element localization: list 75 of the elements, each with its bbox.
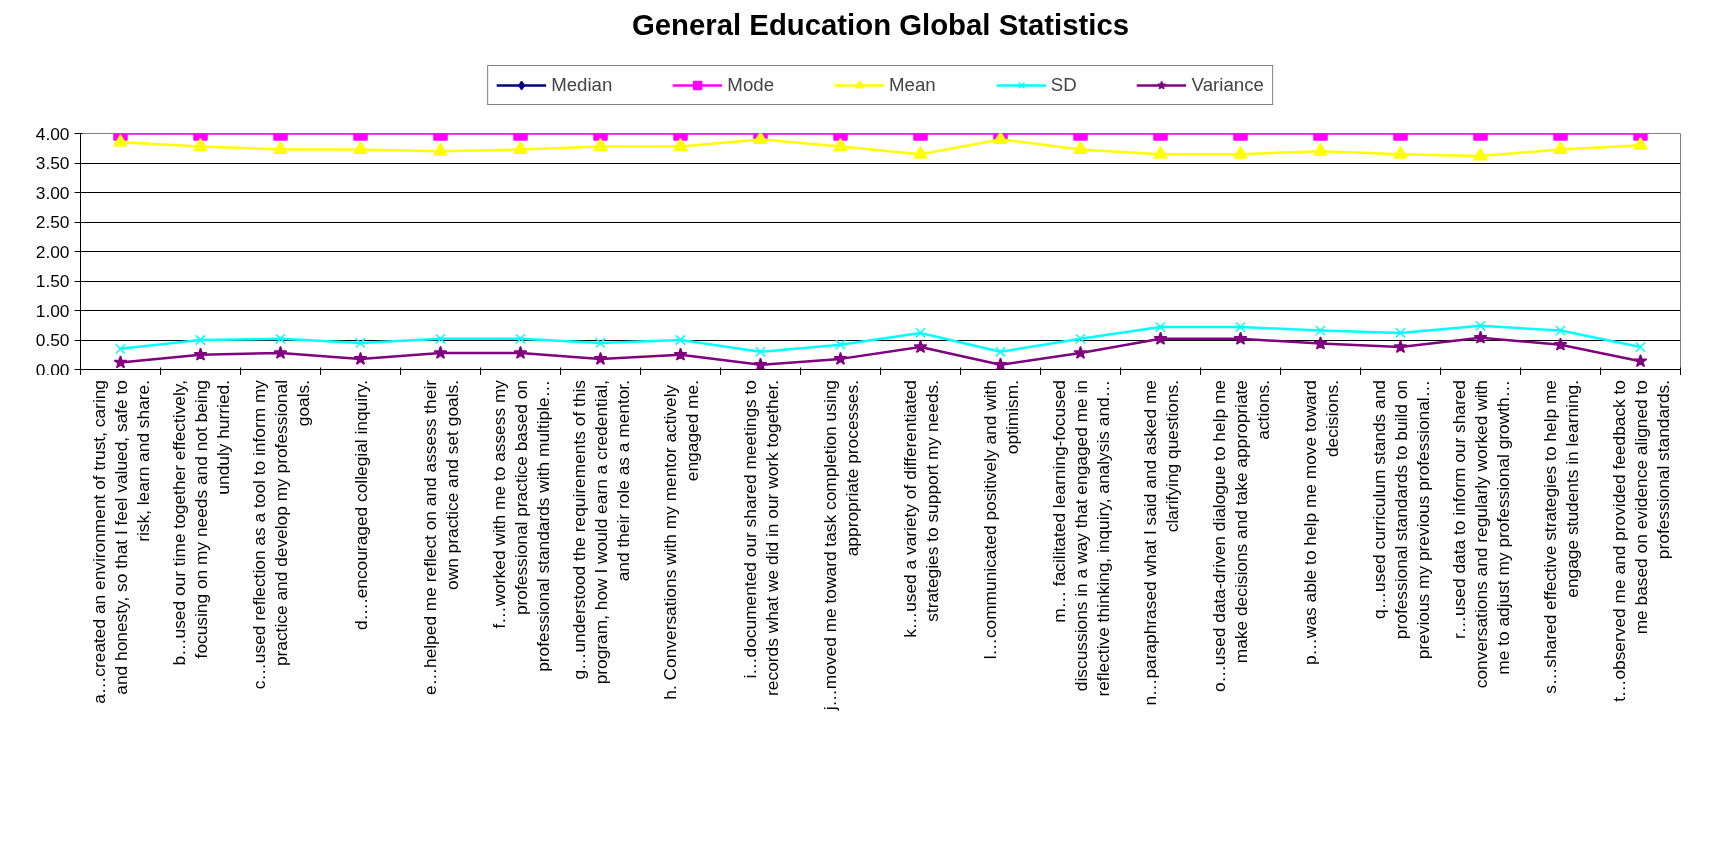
point (275, 333, 286, 345)
x-tick-label: d….encouraged collegial inquiry. (350, 380, 371, 631)
x-tick-label: n…paraphrased what I said and asked me clarifying questions. (1139, 379, 1182, 706)
point (273, 345, 288, 359)
point (1473, 330, 1488, 344)
y-tick-label: 0.50 (35, 330, 70, 350)
point (193, 347, 208, 361)
point (595, 337, 606, 349)
chart-title: General Education Global Statistics (631, 7, 1130, 41)
point (1393, 339, 1408, 354)
x-tick-label: j…moved me toward task completion using appropriate processes. (819, 379, 862, 712)
point (675, 334, 686, 346)
point (513, 345, 528, 359)
point (835, 339, 846, 351)
point (1075, 333, 1086, 345)
legend-label: Variance (1191, 74, 1264, 96)
x-tick-label: o…used data-driven dialogue to help me make decisions and take appropriate actions. (1208, 379, 1273, 693)
legend-label: Mode (727, 74, 775, 96)
point (1635, 341, 1646, 353)
y-tick-label: 3.50 (35, 153, 70, 173)
y-tick-label: 1.50 (35, 271, 70, 291)
y-tick-label: 2.50 (35, 212, 70, 232)
x-tick-label: q…used curriculum stands and professional standards to build on previous my previous professional… (1368, 379, 1433, 660)
point (433, 345, 448, 359)
point (1555, 325, 1566, 336)
x-tick-label: l…communicated positively and with optimism. (979, 379, 1022, 660)
point (915, 327, 926, 339)
point (833, 351, 848, 365)
y-tick-label: 0.00 (35, 359, 70, 380)
point (353, 351, 368, 365)
point (1073, 345, 1088, 359)
point (995, 346, 1006, 358)
point (673, 347, 688, 361)
point (1553, 337, 1568, 351)
x-tick-label: s…shared effective strategies to help me engage students in learning. (1539, 379, 1582, 694)
legend-label: SD (1050, 74, 1077, 96)
point (913, 339, 928, 354)
x-tick-label: c…used reflection as a tool to inform my practice and develop my professional goals. (248, 379, 313, 690)
x-tick-label: t…observed me and provided feedback to me based on evidence aligned to professional standards. (1608, 379, 1673, 702)
point (1155, 321, 1166, 333)
x-tick-label: e…helped me reflect on and assess their own practice and set goals. (419, 379, 462, 695)
y-tick-label: 3.00 (35, 182, 70, 203)
x-tick-label: p…was able to help me move toward decisions. (1299, 379, 1342, 666)
point (1313, 336, 1328, 350)
point (993, 357, 1008, 370)
point (1233, 331, 1248, 345)
point (1475, 320, 1486, 332)
y-tick-label: 4.00 (35, 123, 70, 144)
x-tick-label: f…worked with me to assess my professional practice based on professional standards with multiple… (488, 379, 553, 672)
legend-label: Median (551, 74, 613, 96)
point (515, 333, 526, 345)
legend-label: Mean (889, 74, 936, 96)
x-tick-label: a…created an environment of trust, caring and honesty, so that I feel valued, safe to risk, learn and share. (88, 379, 153, 704)
point (753, 357, 768, 370)
x-tick-label: k…used a variety of differentiated strategies to support my needs. (899, 379, 942, 638)
x-tick-label: r…used data to inform our shared conversations and regularly worked with me to adjust my professional growth… (1448, 379, 1513, 689)
y-tick-label: 1.00 (35, 300, 70, 321)
point (113, 355, 128, 369)
point (1153, 331, 1168, 345)
y-tick-label: 2.00 (35, 241, 70, 262)
point (1633, 353, 1648, 368)
point (115, 343, 126, 355)
point (1395, 327, 1406, 339)
point (195, 334, 206, 346)
point (1235, 321, 1246, 333)
point (593, 351, 608, 365)
x-tick-label: h. Conversations with my mentor actively engaged me. (659, 379, 702, 700)
point (435, 333, 446, 345)
x-tick-label: i…documented our shared meetings to records what we did in our work together. (739, 379, 782, 696)
point (1315, 325, 1326, 336)
x-tick-label: m… facilitated learning-focused discussions in a way that engaged me in reflective thinking, inquiry, analysis and… (1048, 379, 1113, 697)
point (355, 337, 366, 349)
point (755, 346, 766, 358)
x-tick-label: g…understood the requirements of this program, how I would earn a credential, and their role as a mentor. (568, 379, 633, 685)
x-tick-label: b…used our time together effectively, focusing on my needs and not being unduly hurried. (168, 379, 233, 666)
